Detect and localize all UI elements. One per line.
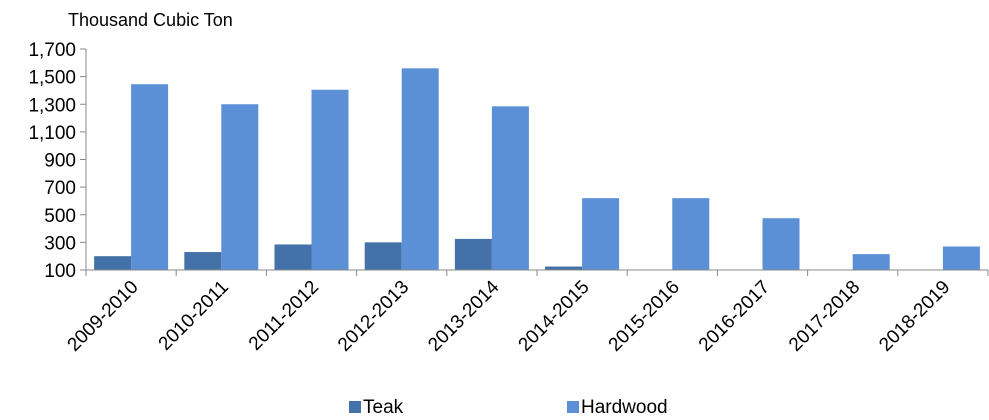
- bar-teak-2013-2014: [454, 238, 492, 270]
- bar-hardwood-2013-2014: [491, 106, 529, 271]
- x-tick-label: 2013-2014: [424, 276, 503, 355]
- bar-hardwood-2011-2012: [311, 89, 349, 270]
- y-tick-label: 500: [44, 206, 76, 227]
- bar-hardwood-2012-2013: [401, 68, 439, 271]
- bar-hardwood-2015-2016: [672, 198, 710, 270]
- y-tick-label: 1,300: [28, 95, 76, 116]
- bar-teak-2009-2010: [94, 256, 132, 270]
- x-tick-label: 2015-2016: [605, 277, 684, 356]
- bar-hardwood-2014-2015: [582, 198, 620, 270]
- x-tick-label: 2009-2010: [64, 277, 143, 356]
- legend-swatch-teak: [349, 401, 361, 413]
- x-tick-label: 2010-2011: [155, 277, 233, 355]
- bar-hardwood-2009-2010: [131, 84, 169, 270]
- bar-teak-2011-2012: [274, 244, 312, 270]
- x-tick-label: 2018-2019: [875, 277, 954, 356]
- bar-teak-2012-2013: [364, 242, 402, 270]
- legend-label-teak: Teak: [363, 397, 404, 418]
- y-tick-label: 100: [44, 261, 76, 282]
- x-axis: 2009-2010 2010-2011 2011-2012 2012-2013 2013…: [64, 269, 989, 356]
- y-tick-label: 300: [44, 233, 76, 254]
- bars: [94, 68, 980, 271]
- y-axis: 1,700 1,500 1,300 1,100 900 700 500 300 100: [28, 40, 87, 282]
- x-tick-label: 2011-2012: [245, 277, 323, 355]
- y-tick-label: 1,500: [28, 68, 76, 89]
- x-tick-label: 2012-2013: [334, 277, 413, 356]
- bar-teak-2010-2011: [184, 252, 222, 270]
- y-tick-label: 700: [44, 178, 76, 199]
- y-tick-label: 1,100: [28, 123, 76, 144]
- bar-hardwood-2016-2017: [762, 218, 800, 270]
- bar-hardwood-2018-2019: [942, 246, 980, 270]
- legend-label-hardwood: Hardwood: [581, 397, 668, 418]
- y-tick-label: 1,700: [28, 40, 76, 61]
- x-tick-label: 2016-2017: [695, 277, 774, 356]
- unit-label: Thousand Cubic Ton: [68, 10, 233, 30]
- bar-hardwood-2017-2018: [852, 254, 890, 270]
- bar-teak-2014-2015: [545, 266, 583, 270]
- legend-swatch-hardwood: [567, 401, 579, 413]
- legend: Teak Hardwood: [349, 397, 668, 418]
- bar-hardwood-2010-2011: [221, 104, 259, 270]
- x-tick-label: 2014-2015: [515, 277, 594, 356]
- x-tick-label: 2017-2018: [785, 277, 864, 356]
- y-tick-label: 900: [44, 151, 76, 172]
